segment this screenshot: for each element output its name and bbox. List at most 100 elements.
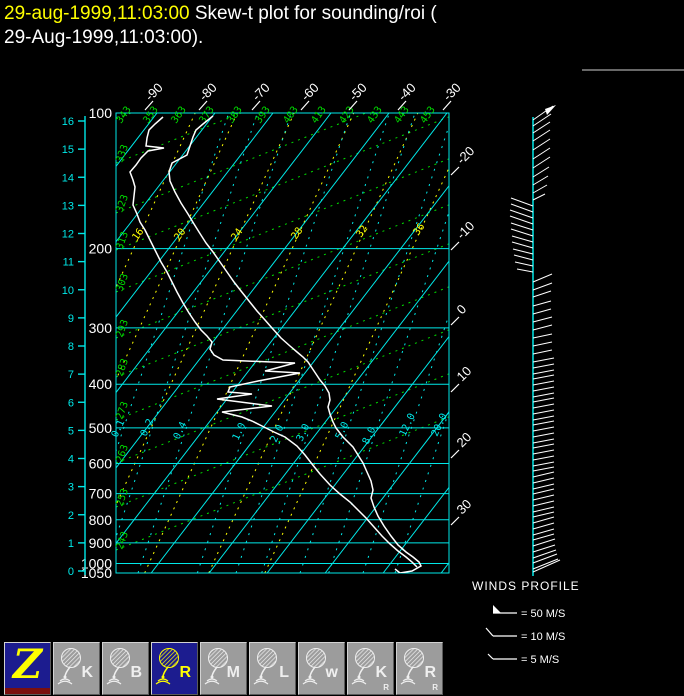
svg-text:4: 4 (68, 454, 74, 466)
svg-text:300: 300 (89, 320, 113, 336)
toolbar-button-zoom[interactable]: Z (4, 641, 51, 695)
plot-border (115, 112, 450, 574)
svg-text:-30: -30 (440, 80, 464, 104)
svg-text:6: 6 (68, 397, 74, 409)
title-text: Skew-t plot for sounding/roi ( (189, 3, 437, 24)
window-title: 29-aug-1999,11:03:00 Skew-t plot for sou… (4, 2, 664, 50)
button-letter: R (179, 664, 191, 681)
wind-profile: WINDS PROFILE = 50 M/S = 10 M/S = 5 M/S (472, 105, 579, 666)
temp-axis-labels: -90 -80 -70 -60 -50 -40 -30 -20 -10 0 10 20 30 (142, 80, 478, 526)
svg-text:0: 0 (68, 566, 74, 578)
svg-text:1.0: 1.0 (231, 421, 249, 442)
button-sub-letter: R (383, 683, 389, 692)
radiosonde-balloon-icon (302, 648, 326, 685)
svg-text:353: 353 (141, 105, 160, 126)
zoom-button-strip (5, 688, 50, 694)
svg-text:5.0: 5.0 (334, 420, 352, 441)
toolbar-button-m[interactable]: M (200, 642, 247, 695)
button-sub-letter: R (432, 683, 438, 692)
svg-text:403: 403 (281, 105, 300, 126)
toolbar-button-w[interactable]: w (298, 642, 345, 695)
svg-text:363: 363 (169, 105, 188, 126)
svg-text:3: 3 (68, 482, 74, 494)
radiosonde-balloon-icon (351, 648, 375, 685)
svg-text:10: 10 (454, 363, 475, 384)
title-timestamp: 29-aug-1999,11:03:00 (4, 3, 190, 24)
radiosonde-balloon-icon (106, 648, 130, 685)
svg-text:7: 7 (68, 369, 74, 381)
svg-text:8: 8 (68, 341, 74, 353)
svg-text:1000: 1000 (81, 555, 112, 571)
button-letter: R (424, 664, 436, 681)
svg-text:900: 900 (89, 535, 113, 551)
svg-text:= 5 M/S: = 5 M/S (521, 654, 559, 666)
svg-text:-50: -50 (346, 80, 370, 104)
svg-text:313: 313 (114, 230, 131, 251)
svg-text:12.0: 12.0 (398, 412, 418, 438)
svg-text:0.1: 0.1 (110, 418, 128, 439)
svg-text:9: 9 (68, 313, 74, 325)
svg-text:14: 14 (62, 172, 74, 184)
button-letter: K (81, 664, 93, 681)
svg-text:393: 393 (253, 105, 272, 126)
svg-text:13: 13 (62, 200, 74, 212)
svg-text:343: 343 (114, 105, 133, 126)
radiosonde-balloon-icon (400, 648, 424, 685)
svg-text:-10: -10 (454, 218, 478, 242)
svg-text:-40: -40 (395, 80, 419, 104)
toolbar-button-l[interactable]: L (249, 642, 296, 695)
svg-text:3.0: 3.0 (295, 422, 313, 443)
sounding-traces (129, 115, 422, 573)
svg-text:2: 2 (68, 510, 74, 522)
svg-text:30: 30 (454, 496, 475, 517)
button-letter: K (375, 664, 387, 681)
svg-text:= 10 M/S: = 10 M/S (521, 631, 565, 643)
svg-text:303: 303 (114, 272, 131, 293)
svg-text:700: 700 (89, 486, 113, 502)
svg-text:-70: -70 (249, 80, 273, 104)
radiosonde-balloon-icon (155, 648, 179, 685)
svg-text:400: 400 (89, 376, 113, 392)
button-letter: L (279, 664, 289, 681)
svg-text:-90: -90 (142, 80, 166, 104)
svg-text:263: 263 (114, 443, 131, 464)
svg-text:1050: 1050 (81, 565, 112, 581)
svg-text:283: 283 (114, 357, 131, 378)
svg-text:500: 500 (89, 420, 113, 436)
zoom-z-glyph: Z (12, 641, 43, 688)
svg-text:5: 5 (68, 425, 74, 437)
button-letter: w (325, 664, 338, 681)
temperature-trace (168, 115, 422, 573)
svg-text:273: 273 (114, 400, 131, 421)
svg-text:12: 12 (62, 229, 74, 241)
svg-text:800: 800 (89, 512, 113, 528)
svg-text:8.0: 8.0 (361, 425, 379, 446)
svg-text:200: 200 (89, 241, 113, 257)
svg-text:600: 600 (89, 456, 113, 472)
svg-text:15: 15 (62, 144, 74, 156)
toolbar-button-r[interactable]: R (151, 642, 198, 695)
svg-text:413: 413 (309, 105, 328, 126)
svg-text:-80: -80 (196, 80, 220, 104)
svg-text:0: 0 (454, 301, 470, 317)
svg-text:32: 32 (354, 224, 370, 240)
svg-text:= 50 M/S: = 50 M/S (521, 608, 565, 620)
svg-text:383: 383 (225, 105, 244, 126)
toolbar-button-b[interactable]: B (102, 642, 149, 695)
svg-text:333: 333 (114, 143, 131, 164)
svg-text:443: 443 (392, 105, 411, 126)
svg-text:20.0: 20.0 (430, 412, 450, 438)
svg-text:10: 10 (62, 285, 74, 297)
dewpoint-trace (129, 116, 418, 568)
svg-text:293: 293 (114, 318, 131, 339)
wind-flag (545, 105, 556, 115)
svg-text:100: 100 (89, 105, 113, 121)
toolbar-button-k[interactable]: K (53, 642, 100, 695)
